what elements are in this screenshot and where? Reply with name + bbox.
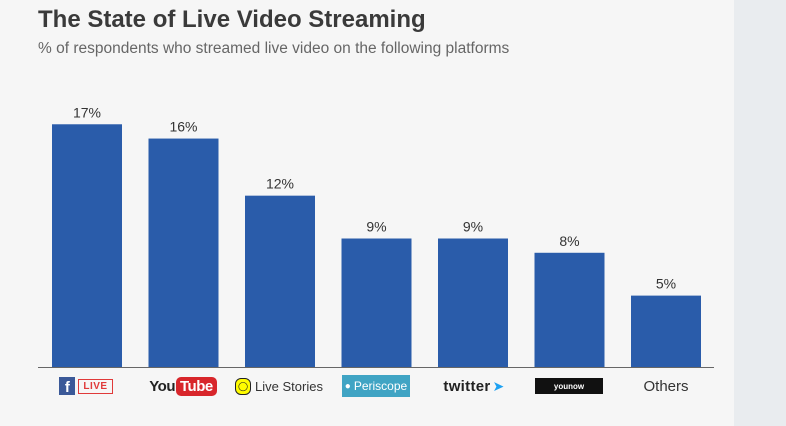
periscope-pin-icon: ● [344,380,351,392]
bar [534,252,605,367]
bar-chart: 17% 16% 12% 9% 9% 8% 5% [38,104,714,368]
bar [148,138,219,367]
snapchat-ghost-icon: ◯ [235,377,252,395]
bar-value-label: 9% [366,219,386,235]
youtube-logo: You Tube [147,374,219,398]
periscope-logo: ● Periscope [340,374,412,398]
bar [438,238,508,367]
live-stories-label: Live Stories [255,378,323,394]
bar-value-label: 5% [656,276,676,292]
twitter-bird-icon: ➤ [492,377,505,394]
younow-logo: younow [533,374,605,398]
facebook-icon: f [59,377,76,395]
bar-value-label: 12% [266,176,294,192]
chart-card: The State of Live Video Streaming % of r… [0,0,734,426]
twitter-logo: twitter ➤ [432,374,516,398]
bar [341,238,412,367]
chart-subtitle: % of respondents who streamed live video… [38,40,510,57]
others-label: Others [643,377,689,395]
bar-value-label: 9% [463,219,483,235]
bar-value-label: 17% [73,104,101,120]
youtube-tube-text: Tube [176,376,217,396]
bar [631,295,701,367]
others-label-wrapper: Others [630,374,702,398]
periscope-label: Periscope [353,379,408,393]
bar-value-label: 8% [559,233,579,249]
facebook-live-logo: f LIVE [50,374,122,398]
bar [245,195,315,367]
youtube-you-text: You [149,377,175,395]
chart-title: The State of Live Video Streaming [38,6,426,33]
younow-badge: younow [535,378,603,394]
live-badge: LIVE [78,378,113,394]
twitter-label: twitter [443,377,491,395]
snapchat-live-stories-logo: ◯ Live Stories [230,374,328,398]
bar-value-label: 16% [169,119,197,135]
bar [52,124,122,368]
